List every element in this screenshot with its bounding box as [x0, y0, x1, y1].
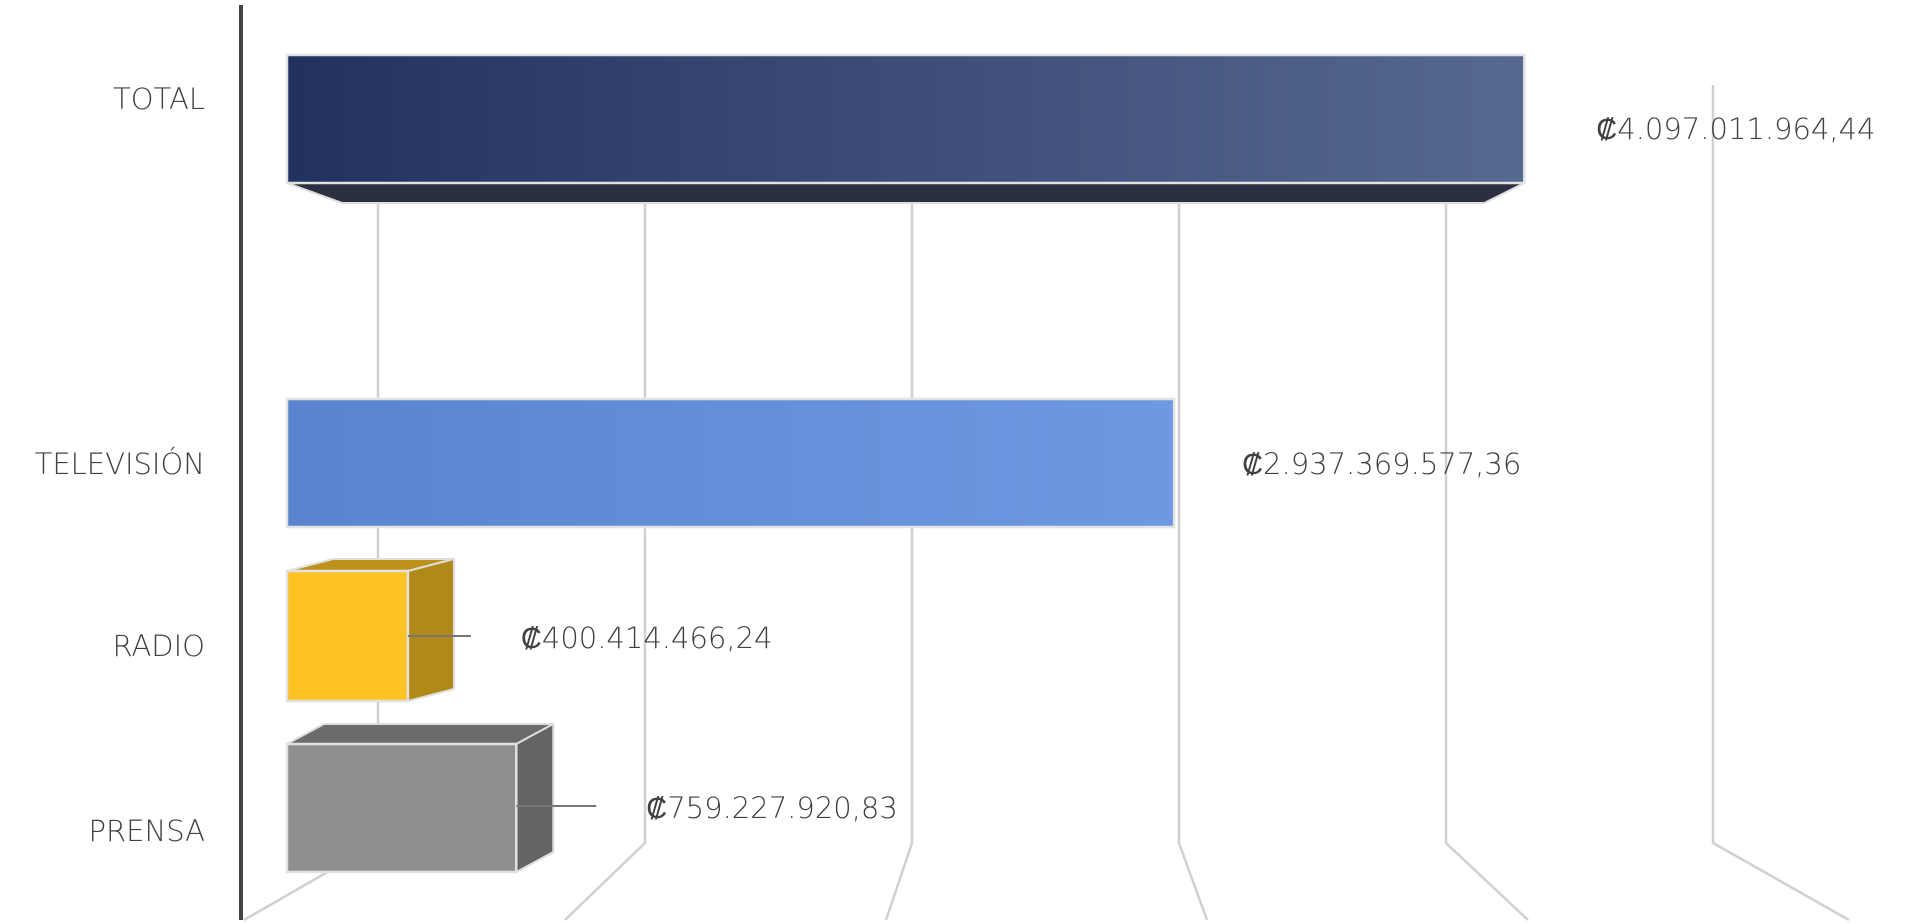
grid	[243, 85, 1850, 922]
category-label: TELEVISIÓN	[35, 447, 205, 481]
bars: TOTAL ₡4.097.011.964,44 TELEVISIÓN ₡2.937.3…	[35, 53, 1876, 874]
value-label: ₡759.227.920,83	[646, 791, 898, 825]
bar	[285, 53, 1526, 204]
bar-top	[286, 723, 554, 745]
grid-line	[884, 85, 914, 921]
bar-face	[285, 742, 518, 874]
bar-face	[285, 569, 410, 703]
bar	[285, 397, 1176, 529]
grid-line	[1177, 85, 1209, 921]
value-label: ₡4.097.011.964,44	[1596, 112, 1875, 146]
category-label: TOTAL	[113, 82, 205, 116]
bar-side	[515, 722, 555, 874]
bar-side	[406, 557, 455, 703]
bar	[285, 557, 455, 703]
value-label: ₡2.937.369.577,36	[1242, 447, 1521, 481]
category-label: PRENSA	[89, 814, 205, 848]
bar-face	[285, 397, 1176, 529]
grid-line	[1444, 85, 1529, 921]
grid-line	[564, 85, 647, 921]
value-label: ₡400.414.466,24	[521, 621, 773, 655]
bar-face	[285, 53, 1526, 185]
bar-bevel	[286, 182, 1525, 204]
category-label: RADIO	[112, 629, 205, 663]
grid-line	[1711, 85, 1850, 922]
bar	[285, 722, 555, 874]
